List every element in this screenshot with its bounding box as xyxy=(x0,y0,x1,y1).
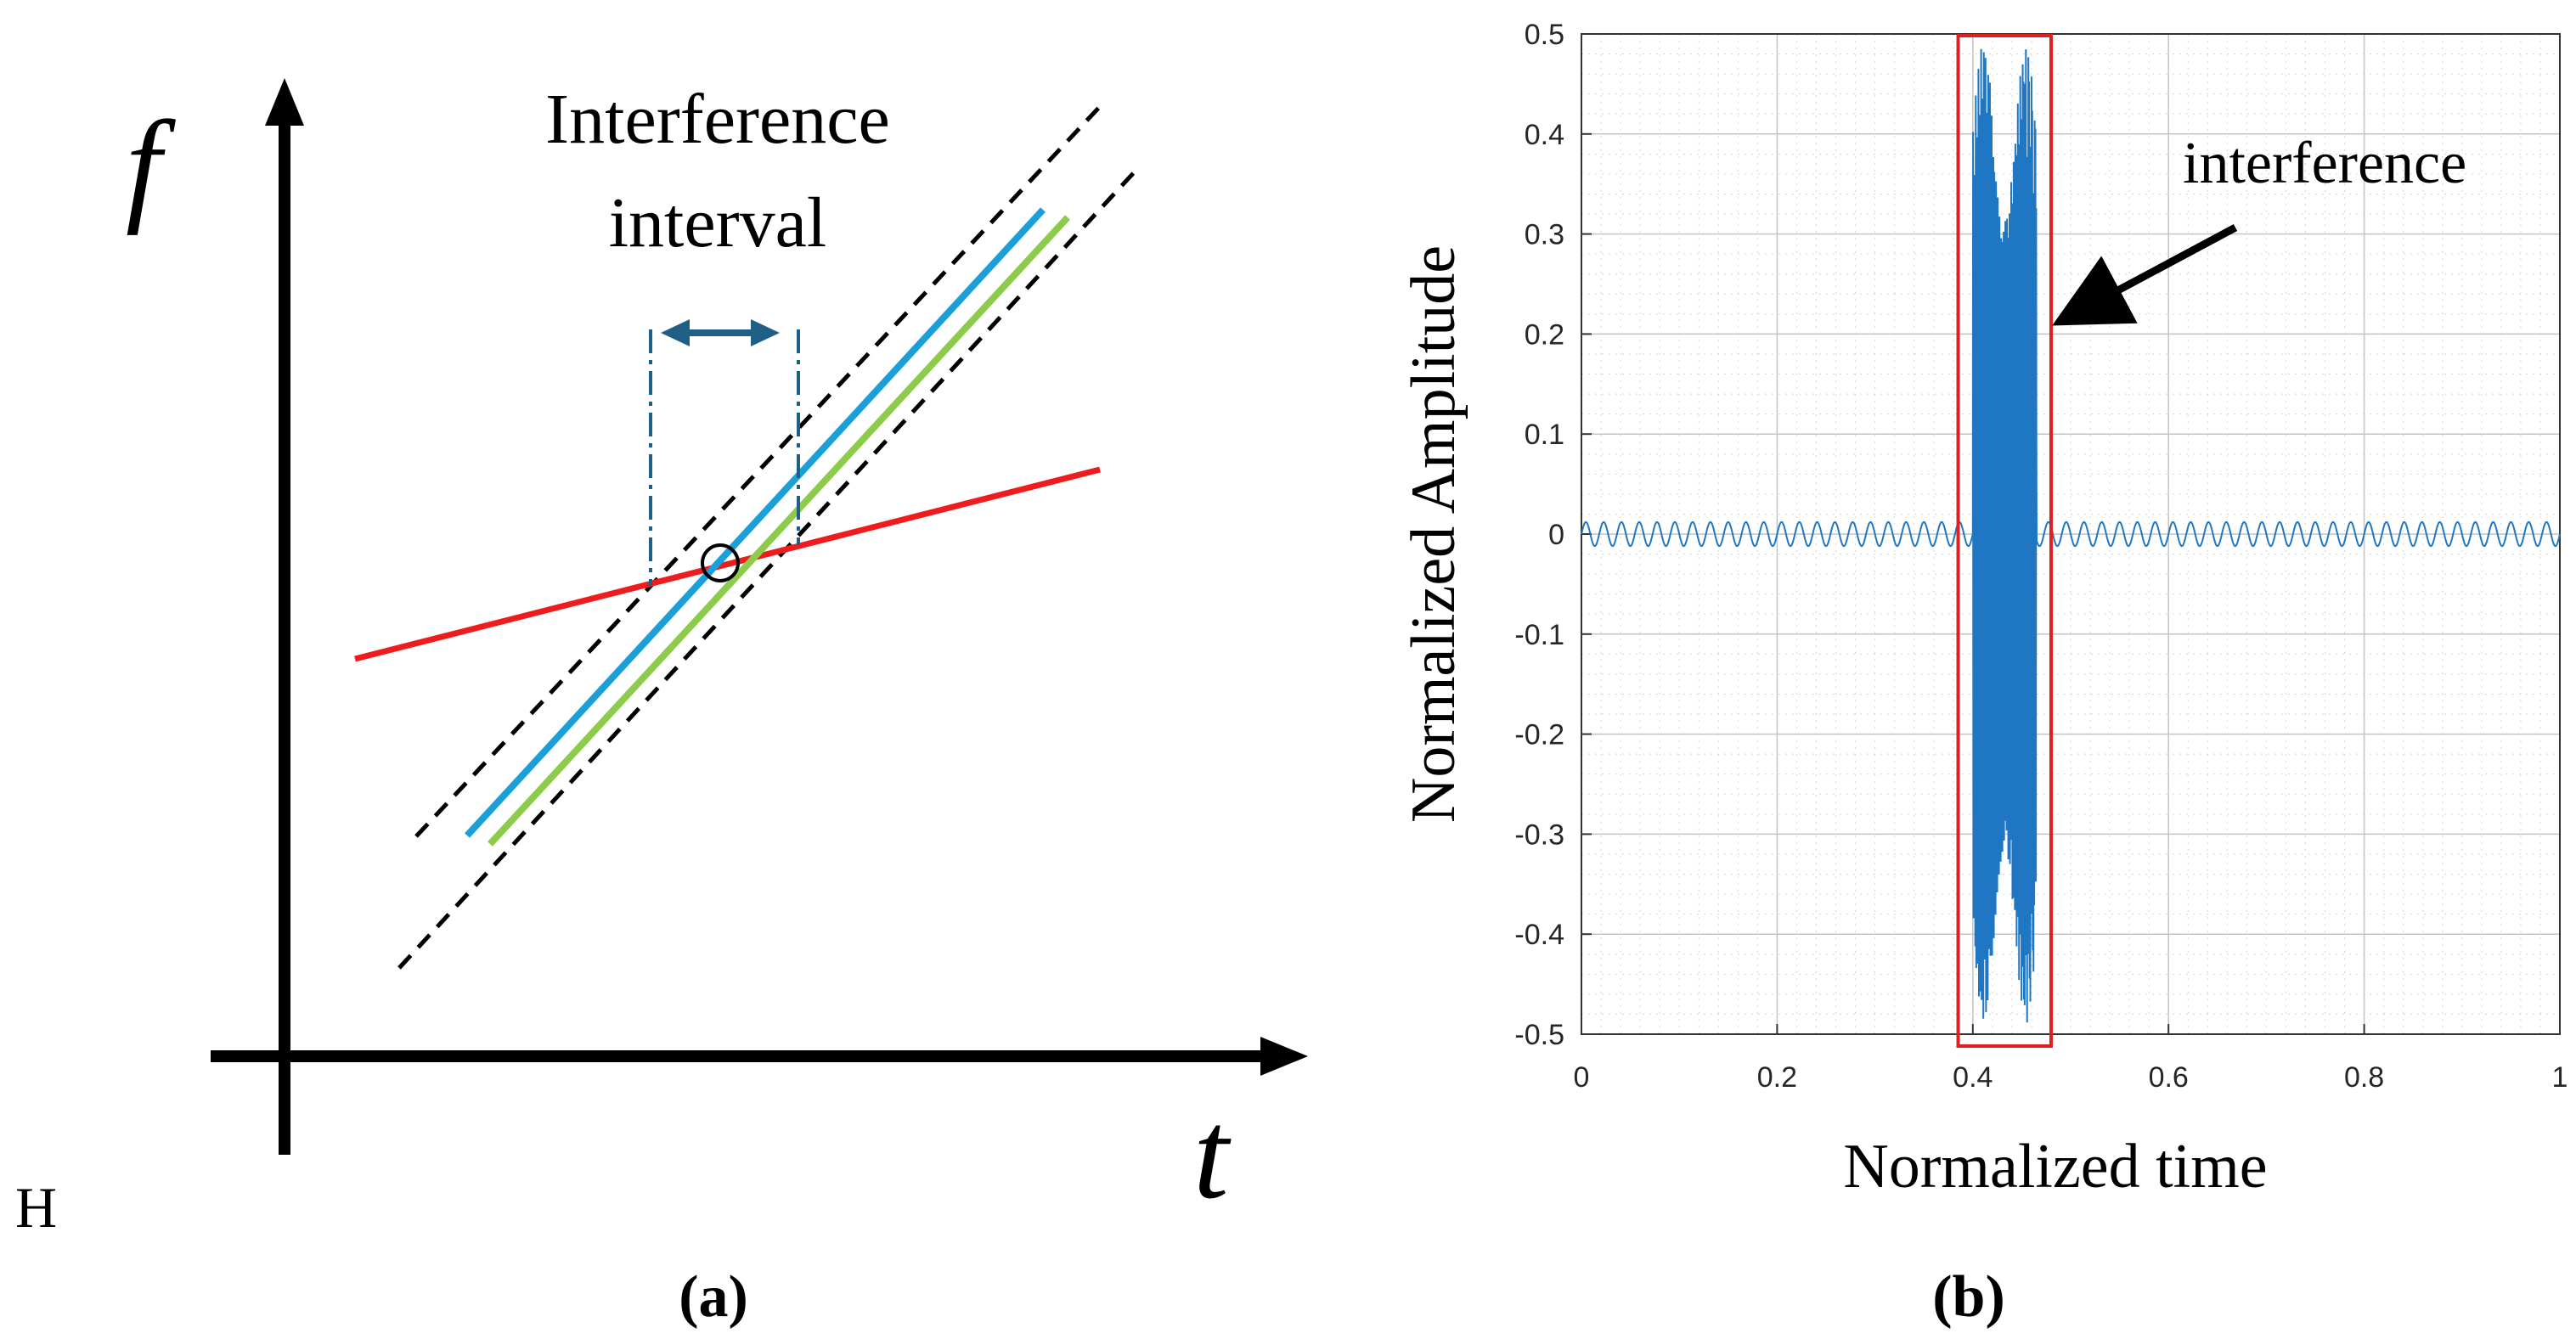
x-tick-labels: 0 0.2 0.4 0.6 0.8 1 xyxy=(1574,1061,2568,1094)
x-tick-label: 0.6 xyxy=(2149,1061,2189,1094)
x-tick-label: 1 xyxy=(2552,1061,2568,1094)
y-tick-label: -0.5 xyxy=(1514,1019,1564,1051)
x-tick-label: 0.8 xyxy=(2344,1061,2384,1094)
interval-label-line2: interval xyxy=(609,183,827,262)
green-chirp-line xyxy=(488,215,1070,847)
y-tick-label: -0.1 xyxy=(1514,619,1564,651)
y-tick-label: -0.3 xyxy=(1514,819,1564,851)
intersection-circle xyxy=(701,543,740,582)
y-axis-arrowhead xyxy=(265,78,304,126)
y-tick-label: 0.5 xyxy=(1525,19,1564,51)
red-chirp-line xyxy=(354,466,1101,662)
panel-a: f t Interference interval H (a) xyxy=(15,78,1308,1330)
panel-b-caption: (b) xyxy=(1932,1264,2005,1330)
y-tick-labels: 0.5 0.4 0.3 0.2 0.1 0 -0.1 -0.2 -0.3 -0.4 -0.5 xyxy=(1514,19,1564,1051)
y-tick-marks xyxy=(1581,33,1592,1035)
x-tick-label: 0.4 xyxy=(1953,1061,1993,1094)
panel-b: 0.50.40.30.20.10-0.1-0.2-0.3-0.4-0.5 0 0.… xyxy=(1399,19,2568,1330)
y-tick-label: -0.2 xyxy=(1514,719,1564,751)
x-tick-label: 0.2 xyxy=(1757,1061,1797,1094)
y-tick-label: -0.4 xyxy=(1514,919,1564,951)
interference-box xyxy=(1956,34,2053,1048)
x-axis-symbol: t xyxy=(1193,1084,1232,1225)
y-tick-label: 0.1 xyxy=(1525,419,1564,451)
y-axis-symbol: f xyxy=(126,95,176,236)
x-tick-marks xyxy=(1581,1024,2561,1034)
panel-a-caption: (a) xyxy=(679,1264,748,1330)
y-tick-label: 0.4 xyxy=(1525,119,1564,151)
y-axis-label: Normalized Amplitude xyxy=(1399,245,1468,823)
x-tick-label: 0 xyxy=(1574,1061,1590,1094)
corner-mark: H xyxy=(15,1175,57,1240)
signal-series-line xyxy=(1581,48,2561,1023)
blue-chirp-line xyxy=(465,207,1046,838)
interference-arrow xyxy=(2052,224,2238,326)
interference-label: interference xyxy=(2183,131,2466,196)
y-tick-label: 0.2 xyxy=(1525,318,1564,351)
y-tick-label: 0.3 xyxy=(1525,219,1564,251)
x-axis-arrowhead xyxy=(1260,1037,1308,1076)
lower-dashed-boundary xyxy=(397,168,1138,970)
x-axis-label: Normalized time xyxy=(1843,1132,2267,1201)
interval-label-line1: Interference xyxy=(545,80,890,159)
y-tick-label: 0 xyxy=(1548,519,1564,551)
interval-double-arrow xyxy=(661,319,780,346)
